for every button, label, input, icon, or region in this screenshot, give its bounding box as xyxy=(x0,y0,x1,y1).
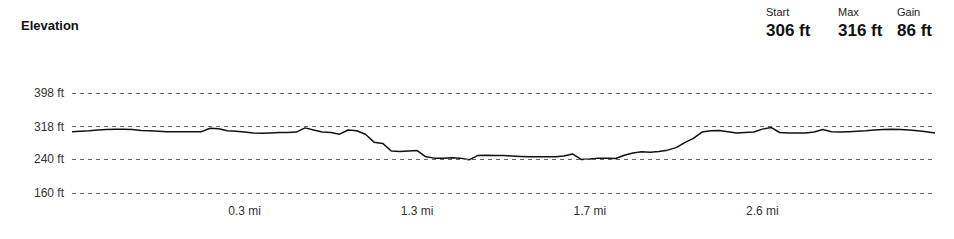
svg-text:Start: Start xyxy=(766,6,789,18)
svg-text:1.3 mi: 1.3 mi xyxy=(401,204,434,218)
svg-text:Elevation: Elevation xyxy=(21,18,79,33)
svg-text:0.3 mi: 0.3 mi xyxy=(228,204,261,218)
svg-text:1.7 mi: 1.7 mi xyxy=(573,204,606,218)
svg-text:86 ft: 86 ft xyxy=(897,21,932,40)
svg-text:318 ft: 318 ft xyxy=(34,120,65,134)
svg-text:240 ft: 240 ft xyxy=(34,152,65,166)
svg-text:316 ft: 316 ft xyxy=(838,21,883,40)
svg-text:398 ft: 398 ft xyxy=(34,86,65,100)
svg-text:Gain: Gain xyxy=(897,6,920,18)
svg-text:160 ft: 160 ft xyxy=(34,186,65,200)
svg-text:306 ft: 306 ft xyxy=(766,21,811,40)
svg-text:2.6 mi: 2.6 mi xyxy=(746,204,779,218)
svg-text:Max: Max xyxy=(838,6,859,18)
